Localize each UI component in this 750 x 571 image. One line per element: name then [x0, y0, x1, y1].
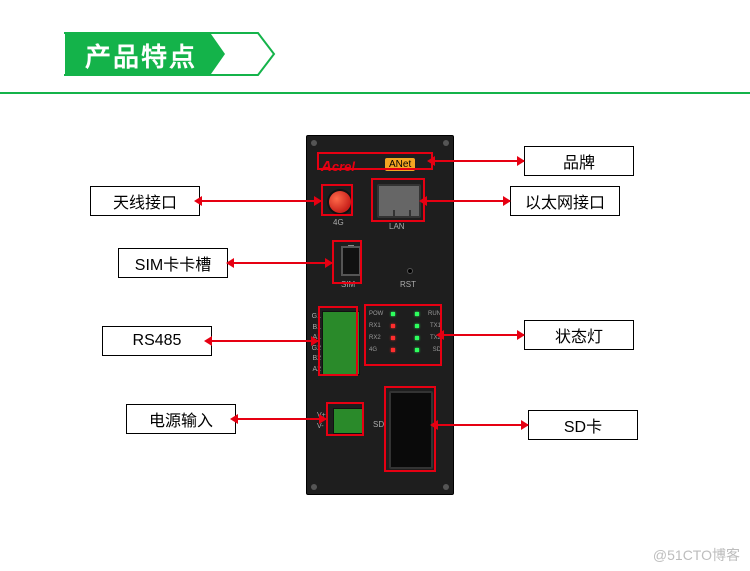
product-diagram: Acrel ANet 4G LAN SIM RST G1 B1 A1 G2 B2… — [0, 110, 750, 555]
callout-antenna: 天线接口 — [90, 186, 200, 216]
callout-text: SIM卡卡槽 — [135, 251, 211, 275]
arrow-icon — [314, 196, 322, 206]
leader-status — [442, 334, 524, 336]
arrow-icon — [325, 258, 333, 268]
section-title: 产品特点 — [75, 34, 211, 74]
watermark: @51CTO博客 — [653, 545, 740, 565]
screw-icon — [311, 484, 317, 490]
arrow-icon — [436, 330, 444, 340]
callout-brand: 品牌 — [524, 146, 634, 176]
callout-text: 以太网接口 — [525, 189, 605, 213]
arrow-icon — [427, 156, 435, 166]
arrow-icon — [311, 336, 319, 346]
arrow-icon — [204, 336, 212, 346]
callout-rs485: RS485 — [102, 326, 212, 356]
arrow-icon — [230, 414, 238, 424]
hilite-sim — [332, 240, 362, 284]
reset-button — [407, 268, 413, 274]
callout-text: RS485 — [133, 332, 182, 350]
callout-sd: SD卡 — [528, 410, 638, 440]
arrow-icon — [517, 330, 525, 340]
screw-icon — [311, 140, 317, 146]
arrow-icon — [430, 420, 438, 430]
antenna-port-label: 4G — [333, 218, 344, 227]
leader-sd — [436, 424, 528, 426]
callout-power: 电源输入 — [126, 404, 236, 434]
title-arrow-cap — [211, 34, 225, 74]
hilite-sd — [384, 386, 436, 472]
ethernet-port-label: LAN — [389, 222, 405, 231]
hilite-power — [326, 402, 364, 436]
leader-antenna — [200, 200, 321, 202]
arrow-icon — [194, 196, 202, 206]
callout-sim: SIM卡卡槽 — [118, 248, 228, 278]
arrow-icon — [419, 196, 427, 206]
title-accent-bar — [65, 34, 75, 74]
callout-text: SD卡 — [564, 413, 602, 437]
callout-text: 电源输入 — [149, 407, 213, 431]
arrow-icon — [226, 258, 234, 268]
title-underline — [0, 92, 750, 94]
hilite-brand — [317, 152, 433, 170]
callout-status: 状态灯 — [524, 320, 634, 350]
reset-label: RST — [400, 280, 416, 289]
leader-brand — [433, 160, 524, 162]
arrow-icon — [319, 414, 327, 424]
section-title-banner: 产品特点 — [65, 34, 225, 74]
sd-slot-label: SD — [373, 420, 384, 429]
hilite-antenna — [321, 184, 353, 216]
callout-text: 状态灯 — [555, 323, 603, 347]
leader-rs485 — [210, 340, 318, 342]
arrow-icon — [503, 196, 511, 206]
leader-sim — [232, 262, 332, 264]
screw-icon — [443, 484, 449, 490]
leader-power — [236, 418, 326, 420]
leader-ethernet — [425, 200, 510, 202]
hilite-ethernet — [371, 178, 425, 222]
hilite-status — [364, 304, 442, 366]
callout-text: 天线接口 — [113, 189, 177, 213]
arrow-icon — [521, 420, 529, 430]
callout-text: 品牌 — [563, 149, 595, 173]
callout-ethernet: 以太网接口 — [510, 186, 620, 216]
arrow-icon — [517, 156, 525, 166]
hilite-rs485 — [318, 306, 358, 376]
screw-icon — [443, 140, 449, 146]
